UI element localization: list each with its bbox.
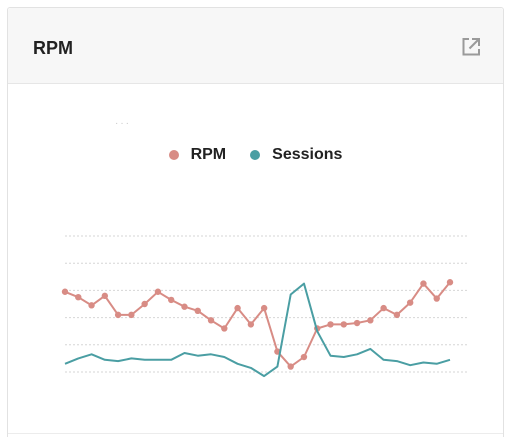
data-point-rpm (168, 296, 175, 304)
data-point-rpm (221, 325, 228, 332)
card-footer-divider (8, 433, 503, 434)
data-point-rpm (247, 321, 255, 328)
data-point-rpm (141, 300, 148, 308)
data-point-rpm (380, 304, 387, 312)
data-point-rpm (194, 307, 201, 314)
data-point-rpm (207, 317, 215, 324)
loading-dots: ··· (115, 118, 131, 129)
data-point-rpm (260, 304, 268, 312)
rpm-card: RPM ··· RPM Sessions (7, 7, 504, 437)
data-point-rpm (75, 294, 82, 301)
data-point-rpm (114, 311, 122, 319)
legend-item-sessions[interactable]: Sessions (250, 146, 342, 164)
data-point-rpm (234, 304, 241, 312)
line-chart (61, 235, 468, 378)
chart-area: ··· RPM Sessions (8, 84, 503, 437)
card-title: RPM (33, 38, 73, 58)
data-point-rpm (128, 311, 135, 319)
data-point-rpm (154, 288, 162, 295)
series-line-sessions (64, 282, 451, 378)
data-point-rpm (393, 311, 401, 319)
data-point-rpm (327, 321, 334, 328)
data-point-rpm (101, 292, 109, 300)
legend-dot-sessions (250, 150, 261, 160)
data-point-rpm (446, 279, 454, 286)
data-point-rpm (353, 319, 361, 327)
legend-label-rpm: RPM (190, 146, 227, 163)
data-point-rpm (433, 295, 440, 302)
data-point-rpm (88, 302, 95, 309)
data-point-rpm (300, 353, 308, 361)
data-point-rpm (406, 299, 414, 306)
series-line-rpm (64, 281, 451, 368)
external-link-icon[interactable] (460, 36, 482, 58)
legend-dot-rpm (168, 150, 179, 160)
legend-label-sessions: Sessions (272, 146, 343, 163)
data-point-rpm (181, 303, 188, 310)
data-point-rpm (340, 321, 347, 328)
card-header: RPM (8, 8, 503, 84)
data-point-rpm (367, 317, 374, 324)
data-point-rpm (420, 280, 427, 287)
data-point-rpm (287, 363, 294, 370)
chart-legend: RPM Sessions (8, 146, 503, 164)
legend-item-rpm[interactable]: RPM (168, 146, 227, 164)
data-point-rpm (61, 288, 69, 295)
